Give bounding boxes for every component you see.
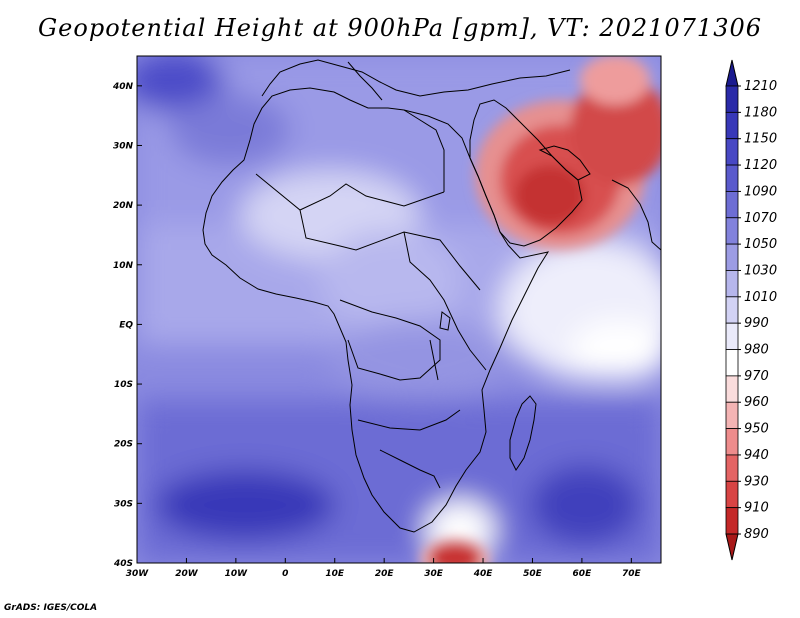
colorbar-bottom-arrow bbox=[725, 533, 739, 561]
lat-tick-label: 30S bbox=[114, 499, 133, 509]
border-nile bbox=[403, 109, 445, 192]
lon-tick-label: 40E bbox=[473, 569, 494, 579]
border-east bbox=[403, 231, 487, 371]
colorbar: 1210 1180 1150 1120 1090 1070 1050 1030 1010 990 9… bbox=[725, 59, 777, 561]
coast-madagascar bbox=[509, 395, 537, 471]
lat-tick-label: 20N bbox=[113, 201, 134, 211]
colorbar-level-label: 980 bbox=[744, 343, 769, 358]
lat-tick-label: 10S bbox=[114, 380, 133, 390]
colorbar-level-label: 890 bbox=[744, 527, 769, 542]
lon-tick-label: 20W bbox=[175, 569, 199, 579]
lon-tick-label: 30W bbox=[126, 569, 150, 579]
border-south bbox=[357, 409, 461, 431]
map-frame bbox=[136, 55, 662, 564]
field-south-atlantic-high bbox=[155, 470, 335, 540]
colorbar-swatch bbox=[725, 480, 739, 509]
colorbar-swatch bbox=[725, 401, 739, 429]
border-southern-africa bbox=[379, 449, 441, 489]
coast-arabia bbox=[469, 99, 583, 247]
colorbar-swatch bbox=[725, 296, 739, 324]
lon-tick-label: 10E bbox=[325, 569, 345, 579]
colorbar-swatch bbox=[725, 507, 739, 535]
colorbar-level-label: 1090 bbox=[744, 184, 777, 199]
lon-tick-label: 30E bbox=[424, 569, 444, 579]
field-arabian-sea-min bbox=[570, 320, 661, 380]
field-azores-ridge bbox=[170, 95, 290, 165]
lat-tick-label: 40S bbox=[113, 559, 133, 569]
colorbar-level-label: 990 bbox=[744, 316, 769, 331]
coastlines bbox=[202, 59, 661, 533]
page-title: Geopotential Height at 900hPa [gpm], VT:… bbox=[38, 14, 762, 42]
colorbar-swatch bbox=[725, 111, 739, 140]
field-arabia-heat-core bbox=[515, 165, 585, 225]
lon-tick-label: 0 bbox=[282, 569, 288, 579]
colorbar-swatch bbox=[725, 164, 739, 192]
coast-italy bbox=[347, 61, 383, 101]
colorbar-swatch bbox=[725, 85, 739, 113]
colorbar-level-label: 1050 bbox=[744, 237, 777, 252]
border-central bbox=[299, 209, 481, 291]
colorbar-level-label: 950 bbox=[744, 422, 769, 437]
colorbar-level-label: 910 bbox=[744, 501, 769, 516]
height-field bbox=[137, 56, 661, 563]
coast-africa bbox=[202, 87, 550, 533]
colorbar-level-label: 930 bbox=[744, 474, 769, 489]
lat-tick-label: EQ bbox=[119, 320, 133, 330]
lon-tick-label: 60E bbox=[573, 569, 593, 579]
colorbar-level-label: 1180 bbox=[744, 105, 777, 120]
colorbar-level-label: 960 bbox=[744, 395, 769, 410]
lake-tanganyika bbox=[429, 339, 439, 381]
colorbar-swatch bbox=[725, 138, 739, 166]
lake-victoria bbox=[439, 311, 451, 331]
colorbar-swatch bbox=[725, 191, 739, 219]
colorbar-level-label: 1070 bbox=[744, 211, 777, 226]
colorbar-swatch bbox=[725, 217, 739, 245]
coast-europe bbox=[261, 59, 571, 97]
lon-tick-label: 50E bbox=[523, 569, 543, 579]
lon-tick-label: 70E bbox=[622, 569, 642, 579]
lat-tick-label: 40N bbox=[112, 82, 134, 92]
colorbar-swatch bbox=[725, 270, 739, 298]
colorbar-swatch bbox=[725, 243, 739, 271]
colorbar-swatch bbox=[725, 322, 739, 350]
colorbar-level-label: 1030 bbox=[744, 263, 777, 278]
field-south-tropics bbox=[330, 320, 510, 400]
field-southern-trough-core bbox=[429, 543, 481, 563]
field-caspian-heat bbox=[580, 56, 650, 105]
lon-tick-label: 10W bbox=[225, 569, 249, 579]
grads-credit: GrADS: IGES/COLA bbox=[4, 603, 98, 613]
coast-persian-gulf bbox=[538, 145, 591, 181]
coast-india bbox=[611, 179, 661, 251]
colorbar-level-label: 970 bbox=[744, 369, 769, 384]
colorbar-swatch bbox=[725, 454, 739, 482]
lat-tick-label: 10N bbox=[113, 261, 134, 271]
colorbar-level-label: 1120 bbox=[744, 158, 777, 173]
lon-tick-label: 20E bbox=[375, 569, 395, 579]
colorbar-level-label: 940 bbox=[744, 448, 769, 463]
field-central-africa bbox=[320, 230, 460, 330]
colorbar-level-label: 1150 bbox=[744, 132, 777, 147]
lat-tick-label: 30N bbox=[113, 141, 134, 151]
colorbar-swatch bbox=[725, 375, 739, 403]
colorbar-level-label: 1010 bbox=[744, 290, 777, 305]
colorbar-level-label: 1210 bbox=[744, 79, 777, 94]
field-mascarene-high bbox=[530, 465, 640, 545]
colorbar-swatch bbox=[725, 349, 739, 377]
colorbar-top-arrow bbox=[725, 59, 739, 87]
lon-axis: 30W 20W 10W 0 10E 20E 30E 40E 50E 60E 70E bbox=[126, 558, 642, 579]
field-persia-heat bbox=[570, 75, 661, 185]
border-congo bbox=[339, 299, 441, 381]
colorbar-swatch bbox=[725, 428, 739, 456]
lat-tick-label: 20S bbox=[114, 440, 133, 450]
lat-axis: 40N 30N 20N 10N EQ 10S 20S 30S 40S bbox=[112, 82, 142, 569]
field-atlantic-high bbox=[137, 56, 225, 112]
